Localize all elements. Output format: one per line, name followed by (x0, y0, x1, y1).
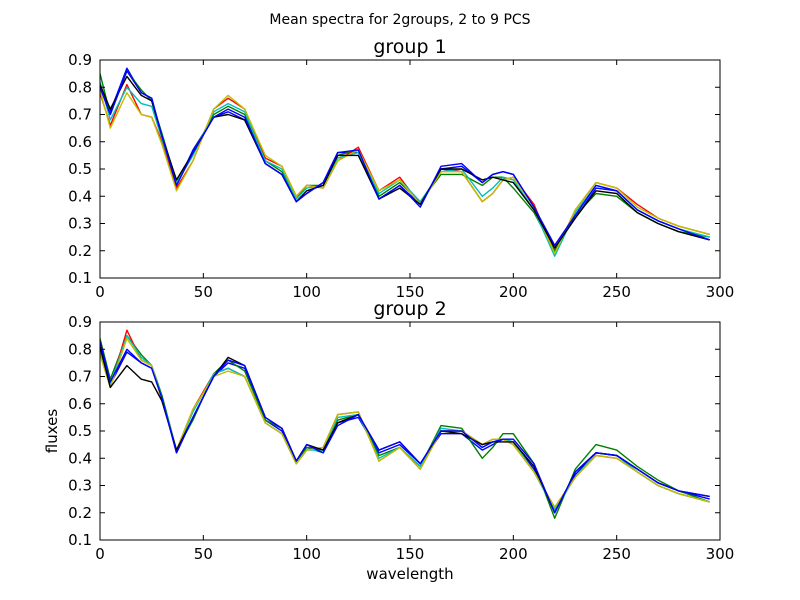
series-line-7 (100, 70, 710, 246)
x-tick-label: 100 (292, 283, 321, 301)
panels: 0 50 100 150 200 250 300 0.1 0.2 0.3 0.4 0.5 0.6 0.7 0… (43, 36, 734, 583)
panel-2: 0 50 100 150 200 250 300 0.1 0.2 0.3 0.4 0.5 0.6 0.7 0… (43, 298, 734, 583)
x-tick-label: 0 (95, 545, 105, 563)
x-tick-label: 300 (706, 545, 735, 563)
y-tick-label: 0.8 (68, 340, 92, 358)
series-line-7 (100, 340, 710, 514)
y-tick-label: 0.7 (68, 368, 92, 386)
y-tick-label: 0.4 (68, 187, 92, 205)
y-tick-label: 0.4 (68, 449, 92, 467)
x-tick-label: 200 (499, 545, 528, 563)
plot-area (100, 60, 720, 278)
y-tick-label: 0.8 (68, 78, 92, 96)
y-tick-label: 0.9 (68, 51, 92, 69)
x-tick-label: 150 (396, 283, 425, 301)
y-tick-label: 0.7 (68, 106, 92, 124)
y-tick-label: 0.6 (68, 133, 92, 151)
y-tick-label: 0.2 (68, 504, 92, 522)
figure-suptitle: Mean spectra for 2groups, 2 to 9 PCS (269, 12, 530, 28)
x-tick-label: 150 (396, 545, 425, 563)
series-group (100, 329, 710, 519)
panel-title: group 1 (373, 36, 446, 58)
x-tick-label: 0 (95, 283, 105, 301)
x-tick-label: 50 (194, 283, 213, 301)
x-tick-label: 100 (292, 545, 321, 563)
y-tick-label: 0.9 (68, 313, 92, 331)
series-group (100, 67, 710, 257)
panel-1: 0 50 100 150 200 250 300 0.1 0.2 0.3 0.4 0.5 0.6 0.7 0… (68, 36, 734, 301)
series-line-6 (100, 75, 710, 249)
x-tick-label: 250 (602, 545, 631, 563)
y-tick-label: 0.3 (68, 215, 92, 233)
series-line-5 (100, 89, 710, 255)
y-tick-label: 0.6 (68, 395, 92, 413)
panel-title: group 2 (373, 298, 446, 320)
x-tick-label: 200 (499, 283, 528, 301)
y-tick-label: 0.5 (68, 422, 92, 440)
x-tick-label: 250 (602, 283, 631, 301)
x-tick-label: 50 (194, 545, 213, 563)
y-tick-label: 0.3 (68, 477, 92, 495)
plot-area (100, 322, 720, 540)
y-tick-label: 0.2 (68, 242, 92, 260)
y-tick-label: 0.1 (68, 269, 92, 287)
y-tick-label: 0.5 (68, 160, 92, 178)
x-tick-label: 300 (706, 283, 735, 301)
y-tick-label: 0.1 (68, 531, 92, 549)
x-axis-label: wavelength (366, 565, 453, 583)
y-axis-label: fluxes (43, 409, 61, 454)
